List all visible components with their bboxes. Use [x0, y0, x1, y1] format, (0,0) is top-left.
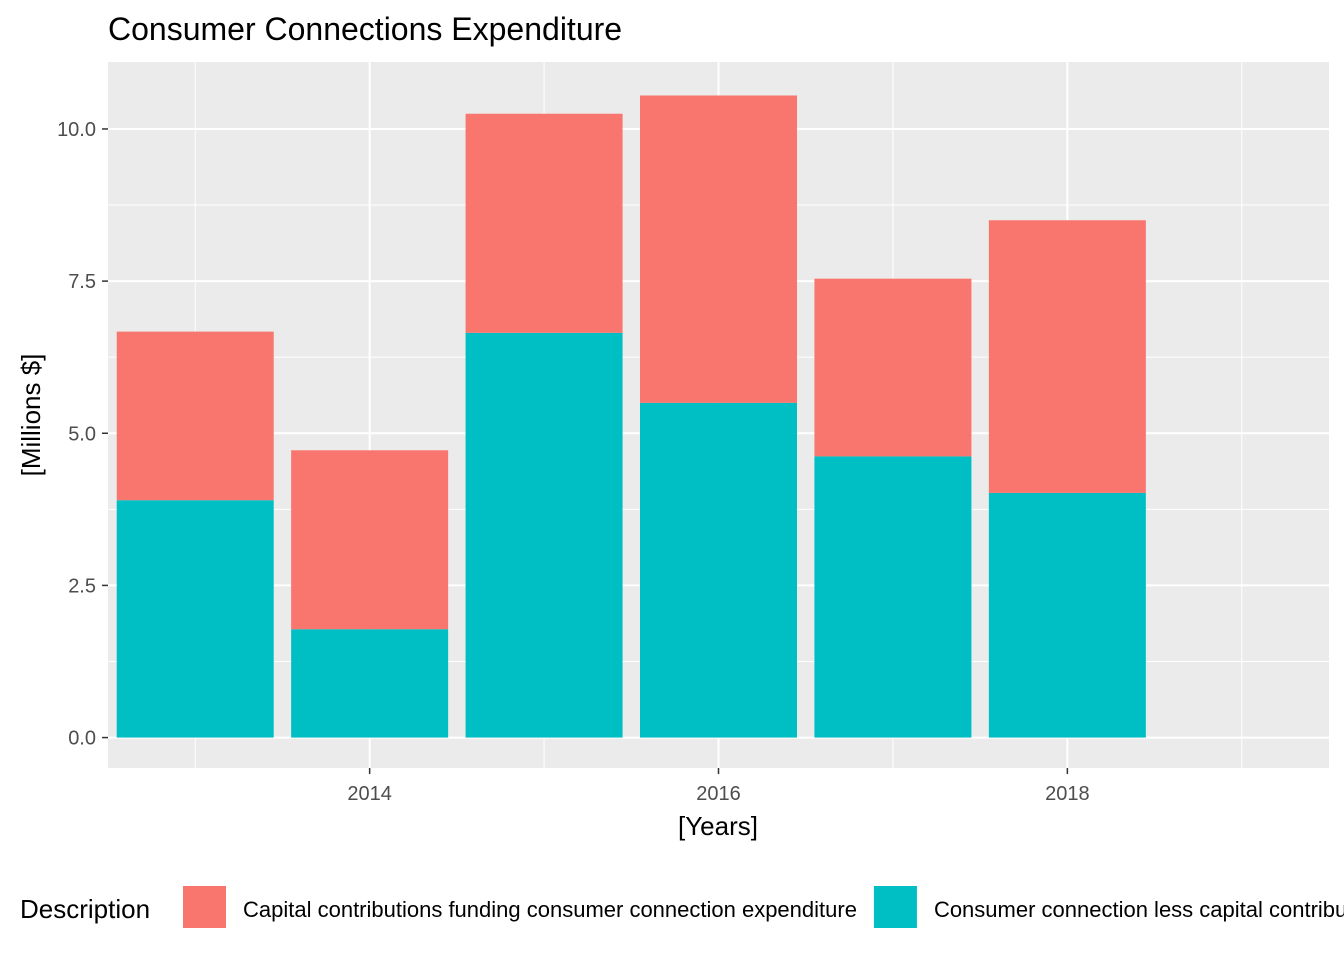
y-axis-title: [Millions $] — [16, 354, 46, 477]
y-tick-label: 0.0 — [68, 728, 96, 750]
legend-entry-label: Capital contributions funding consumer c… — [243, 897, 857, 922]
x-tick-label: 2014 — [347, 783, 392, 805]
bars — [116, 95, 1146, 738]
legend-swatch — [873, 886, 917, 928]
bar-segment — [116, 331, 274, 501]
x-tick-label: 2016 — [696, 783, 741, 805]
bar-segment — [814, 456, 972, 738]
bar-segment — [988, 220, 1146, 493]
bar-segment — [291, 629, 449, 738]
y-axis: 0.0 2.5 5.0 7.5 10.0 — [57, 119, 108, 750]
x-axis-title: [Years] — [678, 811, 758, 841]
chart-title: Consumer Connections Expenditure — [108, 11, 622, 47]
y-tick-label: 7.5 — [68, 271, 96, 293]
x-tick-label: 2018 — [1045, 783, 1090, 805]
y-tick-label: 5.0 — [68, 423, 96, 445]
bar-segment — [640, 402, 797, 738]
legend: Description Capital contributions fundin… — [20, 886, 1344, 928]
x-axis: 2014 2016 2018 — [347, 768, 1090, 805]
bar-segment — [116, 500, 274, 738]
y-tick-label: 2.5 — [68, 575, 96, 597]
bar-segment — [988, 492, 1146, 738]
bar-segment — [640, 95, 797, 403]
legend-swatch — [183, 886, 226, 928]
bar-segment — [465, 113, 623, 333]
bar-segment — [814, 278, 972, 457]
legend-title: Description — [20, 894, 150, 924]
bar-segment — [465, 332, 623, 738]
y-tick-label: 10.0 — [57, 119, 96, 141]
bar-segment — [291, 450, 449, 630]
legend-entry-label: Consumer connection less capital contrib… — [934, 897, 1344, 922]
